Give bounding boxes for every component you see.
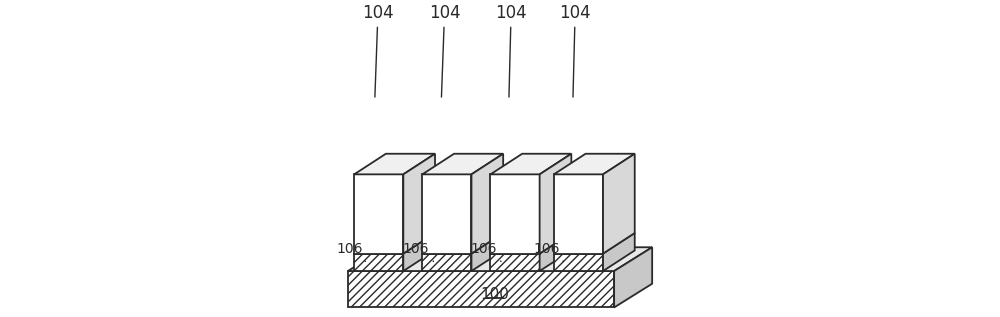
Text: 106: 106 (403, 242, 433, 262)
Polygon shape (348, 271, 614, 307)
Text: 104: 104 (429, 4, 460, 97)
Polygon shape (490, 174, 540, 254)
Polygon shape (354, 154, 435, 174)
Polygon shape (540, 233, 571, 271)
Polygon shape (603, 233, 635, 271)
Polygon shape (471, 154, 503, 254)
Polygon shape (422, 233, 503, 254)
Polygon shape (354, 233, 435, 254)
Polygon shape (614, 247, 652, 307)
Text: 106: 106 (336, 242, 365, 262)
Polygon shape (490, 154, 571, 174)
Text: 104: 104 (559, 4, 591, 97)
Text: 104: 104 (362, 4, 394, 97)
Polygon shape (554, 174, 603, 254)
Text: 100: 100 (481, 287, 510, 302)
Polygon shape (554, 233, 635, 254)
Polygon shape (354, 254, 403, 271)
Polygon shape (403, 233, 435, 271)
Polygon shape (354, 174, 403, 254)
Text: 104: 104 (495, 4, 527, 97)
Polygon shape (490, 254, 540, 271)
Polygon shape (422, 254, 471, 271)
Polygon shape (540, 154, 571, 254)
Polygon shape (554, 254, 603, 271)
Text: 106: 106 (533, 242, 563, 262)
Polygon shape (554, 154, 635, 174)
Polygon shape (403, 154, 435, 254)
Polygon shape (348, 247, 652, 271)
Polygon shape (603, 154, 635, 254)
Polygon shape (471, 233, 503, 271)
Polygon shape (490, 233, 571, 254)
Text: 106: 106 (470, 242, 501, 262)
Polygon shape (422, 174, 471, 254)
Polygon shape (422, 154, 503, 174)
